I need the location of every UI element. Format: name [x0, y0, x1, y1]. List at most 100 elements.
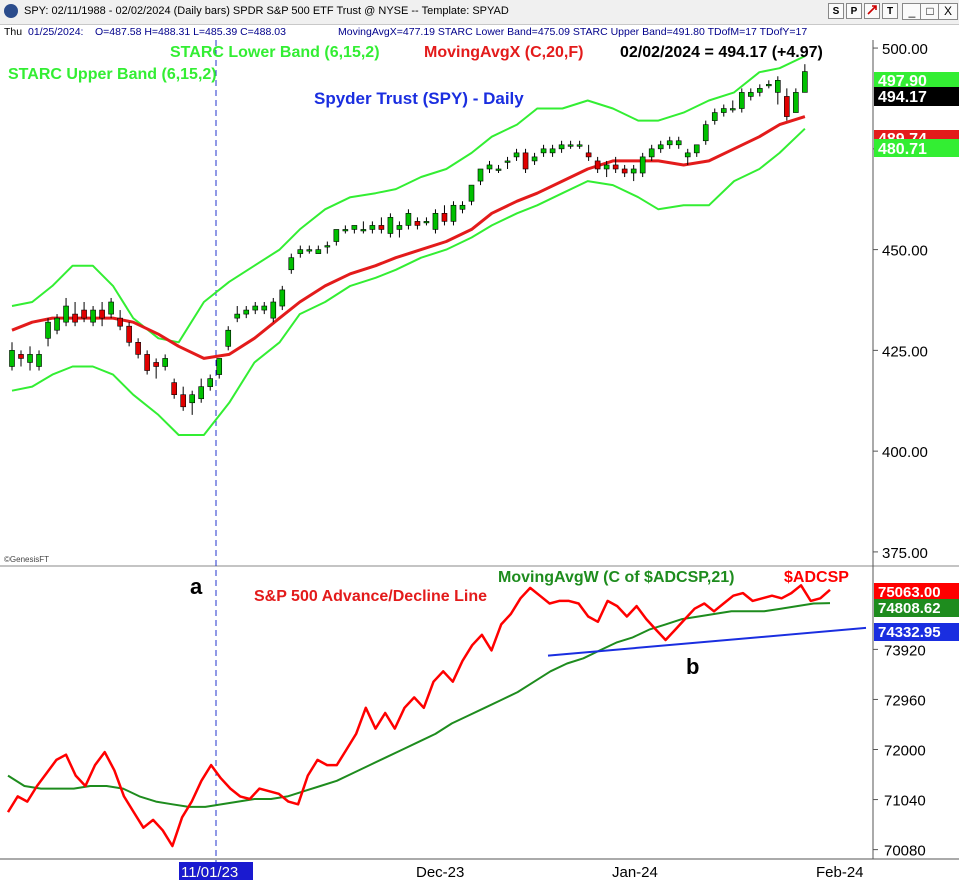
- candle: [108, 297, 114, 319]
- readout-ohlc: O=487.58 H=488.31 L=485.39 C=488.03: [95, 26, 286, 38]
- candle: [45, 318, 51, 347]
- tag-starc-lower: 480.71: [874, 139, 959, 158]
- study-t-button[interactable]: T: [882, 3, 898, 19]
- candle: [189, 390, 195, 415]
- ad-chart-title: S&P 500 Advance/Decline Line: [254, 588, 487, 605]
- candle: [495, 164, 502, 174]
- ad-line: [6, 584, 831, 848]
- ad-tick-label: 72000: [884, 743, 926, 760]
- price-tick-label: 450.00: [882, 243, 928, 260]
- candle: [54, 314, 60, 335]
- annotation-a: a: [190, 574, 203, 599]
- candle: [81, 302, 87, 323]
- candle: [657, 140, 664, 153]
- candle: [198, 378, 205, 403]
- ad-tick-label: 71040: [884, 793, 926, 810]
- candle: [784, 88, 790, 121]
- tag-ad-line: 75063.00: [874, 583, 959, 601]
- legend-mavx: MovingAvgX (C,20,F): [424, 44, 583, 61]
- readout-day: Thu: [4, 26, 23, 38]
- close-button[interactable]: X: [938, 3, 958, 20]
- candle: [675, 136, 682, 149]
- candle: [243, 306, 250, 319]
- candle: [612, 156, 619, 174]
- svg-text:480.71: 480.71: [878, 141, 927, 158]
- readout-date: 01/25/2024:: [28, 26, 84, 38]
- candle: [396, 221, 403, 238]
- candle: [135, 338, 141, 359]
- candle: [802, 64, 808, 93]
- candle: [793, 88, 799, 113]
- candle: [576, 140, 583, 149]
- candle: [720, 104, 727, 117]
- candle: [225, 326, 232, 351]
- candle: [99, 302, 105, 327]
- candle: [639, 152, 646, 178]
- price-tick-label: 500.00: [882, 41, 928, 58]
- candle: [432, 209, 439, 234]
- candle: [117, 310, 123, 331]
- candle: [315, 245, 322, 254]
- ad-axis: 70080 71040 72000 72960 73920: [873, 642, 926, 860]
- candle: [162, 354, 168, 371]
- candle: [90, 306, 96, 327]
- candle: [666, 136, 673, 149]
- watermark: ©GenesisFT: [4, 555, 49, 564]
- candle: [441, 205, 448, 226]
- candle: [63, 297, 69, 327]
- window-title: SPY: 02/11/1988 - 02/02/2024 (Daily bars…: [24, 5, 509, 17]
- svg-text:494.17: 494.17: [878, 89, 927, 106]
- ad-lines: [6, 584, 867, 848]
- candle: [567, 140, 574, 149]
- x-tick-feb: Feb-24: [816, 864, 864, 881]
- starc-upper-line: [11, 55, 806, 344]
- legend-ad-ma: MovingAvgW (C of $ADCSP,21): [498, 569, 734, 586]
- candle: [540, 144, 547, 157]
- candle: [711, 108, 718, 125]
- study-s-button[interactable]: S: [828, 3, 844, 19]
- last-bar-readout: 02/02/2024 = 494.17 (+4.97): [620, 44, 823, 61]
- svg-text:74808.62: 74808.62: [878, 600, 941, 617]
- candle: [306, 245, 313, 254]
- candle: [414, 217, 421, 230]
- candle: [621, 164, 628, 178]
- candle: [279, 285, 286, 311]
- ad-trendline: [547, 626, 867, 657]
- highlight-date-box: [179, 862, 253, 880]
- candle: [387, 213, 394, 238]
- readout-studies: MovingAvgX=477.19 STARC Lower Band=475.0…: [338, 26, 808, 38]
- candle: [594, 156, 601, 174]
- candle: [468, 184, 475, 206]
- annotation-b: b: [686, 654, 699, 679]
- svg-text:74332.95: 74332.95: [878, 624, 941, 641]
- candle: [747, 88, 754, 101]
- price-tick-label: 375.00: [882, 545, 928, 562]
- ad-ma-line: [7, 602, 831, 808]
- candle: [684, 148, 691, 165]
- candle: [477, 168, 484, 186]
- candle: [486, 160, 493, 174]
- candle: [36, 350, 42, 371]
- candle: [270, 297, 277, 323]
- candle: [252, 302, 259, 315]
- ad-tick-label: 70080: [884, 843, 926, 860]
- candle: [153, 358, 159, 379]
- study-p-button[interactable]: P: [846, 3, 862, 19]
- tag-starc-upper: 497.90: [874, 72, 959, 90]
- candle: [450, 201, 457, 226]
- candle: [648, 144, 655, 161]
- candle: [729, 100, 736, 113]
- legend-starc-lower: STARC Lower Band (6,15,2): [170, 44, 380, 61]
- price-chart-title: Spyder Trust (SPY) - Daily: [314, 89, 524, 108]
- candle: [9, 342, 15, 371]
- candle: [369, 221, 376, 234]
- candle: [693, 144, 700, 157]
- link-icon[interactable]: [864, 3, 880, 19]
- x-tick-dec: Dec-23: [416, 864, 464, 881]
- candle: [459, 201, 466, 214]
- candle: [180, 386, 186, 411]
- svg-text:75063.00: 75063.00: [878, 584, 941, 601]
